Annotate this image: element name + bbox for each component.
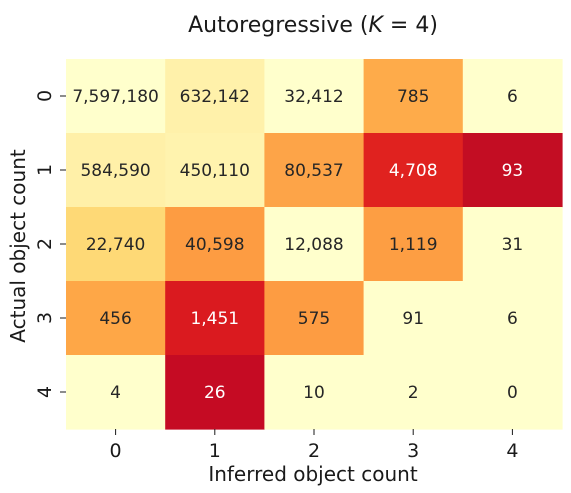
y-axis-label: Actual object count [6, 149, 30, 343]
cell-value-label: 93 [502, 161, 524, 181]
heatmap-cell [462, 133, 563, 208]
cell-value-label: 632,142 [180, 87, 250, 107]
heatmap-cell [66, 59, 166, 134]
heatmap-cell [462, 59, 563, 134]
heatmap-cells: 7,597,180 632,142 32,412 785 6 584,590 450,110… [66, 59, 563, 430]
cell-value-label: 785 [397, 87, 429, 107]
x-axis-label: Inferred object count [208, 462, 418, 486]
heatmap-cell [363, 59, 464, 134]
y-tick-label: 1 [34, 164, 56, 176]
y-tick-label: 0 [34, 90, 56, 102]
y-tick-label: 2 [34, 238, 56, 250]
cell-value-label: 450,110 [180, 161, 250, 181]
x-tick-label: 4 [506, 440, 518, 462]
heatmap-cell [165, 355, 265, 430]
chart-title-var: K [368, 13, 384, 38]
x-tick-label: 1 [209, 440, 221, 462]
heatmap-cell [66, 207, 166, 282]
heatmap-cell [264, 207, 365, 282]
heatmap-cell [264, 281, 365, 356]
cell-value-label: 575 [298, 309, 330, 329]
cell-value-label: 2 [408, 383, 419, 403]
x-tick-label: 3 [407, 440, 419, 462]
chart-title-prefix: Autoregressive ( [188, 13, 368, 38]
chart-title: Autoregressive (K = 4) [188, 13, 438, 38]
x-tick-label: 2 [308, 440, 320, 462]
cell-value-label: 4 [110, 383, 121, 403]
heatmap-cell [363, 281, 464, 356]
heatmap-cell [462, 281, 563, 356]
heatmap-cell [363, 207, 464, 282]
y-axis-ticks: 0 1 2 3 4 [34, 90, 66, 398]
cell-value-label: 584,590 [80, 161, 150, 181]
cell-value-label: 31 [502, 235, 524, 255]
cell-value-label: 4,708 [389, 161, 438, 181]
cell-value-label: 40,598 [185, 235, 244, 255]
cell-value-label: 10 [303, 383, 325, 403]
x-tick-label: 0 [110, 440, 122, 462]
cell-value-label: 1,451 [190, 309, 239, 329]
cell-value-label: 91 [402, 309, 424, 329]
cell-value-label: 456 [99, 309, 131, 329]
heatmap-cell [363, 133, 464, 208]
heatmap-cell [66, 133, 166, 208]
cell-value-label: 12,088 [284, 235, 343, 255]
heatmap-cell [264, 133, 365, 208]
y-tick-label: 4 [34, 386, 56, 398]
y-tick-label: 3 [34, 312, 56, 324]
heatmap-cell [66, 281, 166, 356]
heatmap-cell [165, 59, 265, 134]
cell-value-label: 7,597,180 [72, 87, 159, 107]
heatmap-cell [165, 133, 265, 208]
cell-value-label: 0 [507, 383, 518, 403]
heatmap-cell [462, 207, 563, 282]
cell-value-label: 1,119 [389, 235, 438, 255]
heatmap-cell [165, 207, 265, 282]
cell-value-label: 6 [507, 309, 518, 329]
cell-value-label: 22,740 [86, 235, 145, 255]
cell-value-label: 32,412 [284, 87, 343, 107]
heatmap-cell [462, 355, 563, 430]
cell-value-label: 26 [204, 383, 226, 403]
x-axis-ticks: 0 1 2 3 4 [110, 429, 518, 462]
heatmap-cell [165, 281, 265, 356]
heatmap-cell [363, 355, 464, 430]
heatmap-cell [66, 355, 166, 430]
heatmap-cell [264, 59, 365, 134]
chart-title-eq: = 4) [383, 13, 438, 38]
cell-value-label: 6 [507, 87, 518, 107]
cell-value-label: 80,537 [284, 161, 343, 181]
heatmap-cell [264, 355, 365, 430]
